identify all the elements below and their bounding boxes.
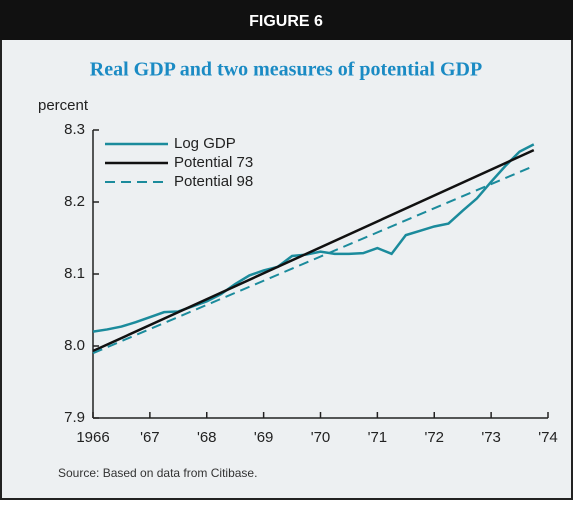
- y-axis-label: percent: [38, 97, 89, 114]
- series-line: [92, 143, 535, 333]
- legend-label: Log GDP: [174, 135, 236, 152]
- x-tick-label: '68: [197, 429, 217, 446]
- source-note: Source: Based on data from Citibase.: [58, 466, 257, 480]
- y-tick-label: 8.0: [64, 337, 85, 354]
- x-tick-label: '73: [481, 429, 501, 446]
- x-tick-label: '72: [424, 429, 444, 446]
- chart-title: Real GDP and two measures of potential G…: [90, 59, 482, 81]
- x-tick-label: '74: [538, 429, 558, 446]
- y-tick-label: 8.1: [64, 265, 85, 282]
- x-tick-label: '67: [140, 429, 160, 446]
- y-tick-label: 7.9: [64, 409, 85, 426]
- y-tick-label: 8.2: [64, 193, 85, 210]
- series-line: [92, 149, 535, 353]
- legend-label: Potential 73: [174, 154, 253, 171]
- figure-label: FIGURE 6: [249, 13, 323, 30]
- y-tick-label: 8.3: [64, 121, 85, 138]
- x-tick-label: '71: [368, 429, 388, 446]
- legend-label: Potential 98: [174, 173, 253, 190]
- x-tick-label: 1966: [76, 429, 109, 446]
- x-tick-label: '69: [254, 429, 274, 446]
- x-tick-label: '70: [311, 429, 331, 446]
- header-bar: [0, 0, 573, 40]
